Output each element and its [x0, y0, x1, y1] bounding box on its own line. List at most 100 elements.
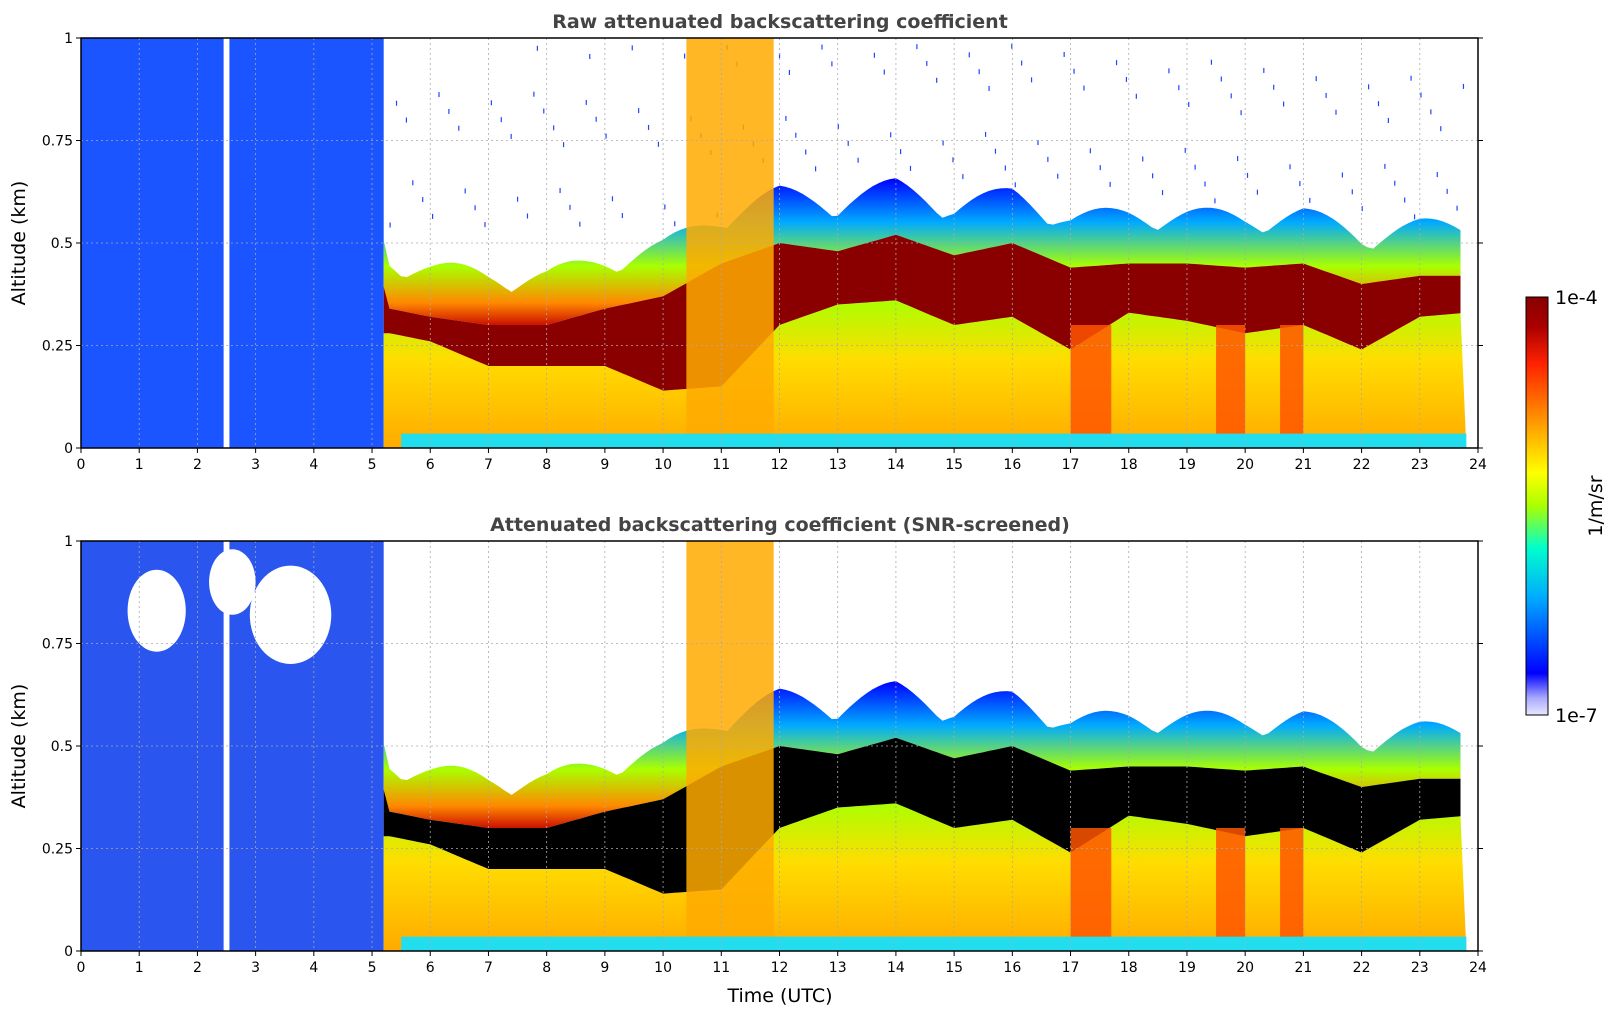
- raw-convective-plume: [1280, 325, 1304, 448]
- screened-x-tick-label: 9: [600, 960, 609, 976]
- raw-noise-speckle: [589, 53, 591, 59]
- raw-noise-speckle: [1184, 147, 1186, 153]
- raw-noise-speckle: [510, 133, 512, 139]
- raw-noise-speckle: [1361, 206, 1363, 212]
- raw-noise-speckle: [788, 69, 791, 75]
- raw-x-tick-label: 18: [1120, 457, 1138, 473]
- raw-convective-plume: [686, 38, 774, 448]
- raw-noise-speckle: [984, 131, 987, 137]
- raw-noise-speckle: [821, 44, 823, 50]
- raw-panel-title: Raw attenuated backscattering coefficien…: [552, 11, 1008, 33]
- screened-convective-plume: [686, 541, 774, 951]
- raw-noise-speckle: [1194, 164, 1196, 170]
- raw-y-axis-label: Altitude (km): [8, 181, 30, 306]
- raw-noise-speckle: [873, 52, 875, 58]
- raw-noise-speckle: [533, 91, 535, 97]
- raw-noise-speckle: [516, 196, 519, 202]
- screened-convective-plume: [1280, 828, 1304, 951]
- raw-noise-speckle: [1240, 110, 1242, 116]
- raw-noise-speckle: [857, 157, 859, 163]
- screened-x-tick-label: 1: [135, 960, 144, 976]
- screened-panel-title: Attenuated backscattering coefficient (S…: [490, 514, 1070, 536]
- raw-noise-speckle: [526, 213, 529, 219]
- raw-noise-speckle: [1047, 156, 1049, 162]
- colorbar-min-label: 1e-7: [1555, 705, 1598, 727]
- screened-noise-patch: [127, 569, 186, 652]
- raw-noise-speckle: [1004, 165, 1006, 171]
- raw-noise-speckle: [438, 92, 440, 98]
- raw-noise-speckle: [1178, 85, 1180, 91]
- raw-near-ground-strip: [401, 433, 1467, 448]
- raw-noise-speckle: [847, 140, 849, 146]
- raw-noise-speckle: [926, 60, 928, 66]
- raw-noise-speckle: [1436, 172, 1438, 178]
- raw-noise-speckle: [1099, 165, 1101, 171]
- raw-x-tick-label: 15: [945, 457, 963, 473]
- raw-y-tick-label: 0: [64, 441, 73, 457]
- screened-subcloud-layer: [383, 803, 1467, 951]
- raw-noise-speckle: [395, 100, 398, 106]
- raw-x-tick-label: 12: [771, 457, 789, 473]
- raw-noise-speckle: [1309, 197, 1311, 203]
- raw-noise-speckle: [1456, 205, 1458, 211]
- raw-noise-speckle: [952, 157, 954, 163]
- raw-noise-speckle: [431, 213, 434, 219]
- screened-y-axis-label: Altitude (km): [8, 684, 30, 809]
- raw-convective-plume: [1070, 325, 1112, 448]
- screened-x-tick-label: 10: [654, 960, 672, 976]
- raw-noise-speckle: [1377, 101, 1380, 107]
- screened-x-tick-label: 23: [1411, 960, 1429, 976]
- raw-noise-speckle: [664, 204, 666, 210]
- raw-noise-speckle: [1204, 181, 1206, 187]
- screened-x-tick-label: 2: [193, 960, 202, 976]
- raw-y-tick-label: 0.5: [51, 236, 73, 252]
- raw-subcloud-layer: [383, 300, 1467, 448]
- raw-noise-speckle: [536, 45, 538, 51]
- screened-x-tick-label: 14: [887, 960, 905, 976]
- raw-noise-speckle: [1256, 189, 1259, 195]
- raw-noise-speckle: [1289, 164, 1291, 170]
- raw-noise-speckle: [936, 77, 938, 83]
- raw-noise-speckle: [412, 180, 414, 186]
- raw-noise-speckle: [553, 125, 555, 131]
- raw-cloud-top-gradient: [383, 178, 1461, 325]
- screened-x-tick-label: 20: [1236, 960, 1254, 976]
- screened-x-tick-label: 18: [1120, 960, 1138, 976]
- screened-x-tick-label: 5: [368, 960, 377, 976]
- screened-x-tick-label: 22: [1353, 960, 1371, 976]
- raw-noise-speckle: [1089, 148, 1091, 154]
- raw-noise-speckle: [611, 196, 614, 202]
- screened-x-tick-label: 13: [829, 960, 847, 976]
- screened-convective-plume: [1216, 828, 1246, 951]
- raw-x-tick-label: 20: [1236, 457, 1254, 473]
- raw-noise-speckle: [621, 213, 623, 219]
- screened-panel: Attenuated backscattering coefficient (S…: [8, 514, 1487, 1007]
- raw-convective-plume: [1216, 325, 1246, 448]
- raw-noise-speckle: [559, 188, 561, 194]
- raw-x-tick-label: 13: [829, 457, 847, 473]
- raw-x-tick-label: 16: [1003, 457, 1021, 473]
- raw-noise-speckle: [1152, 173, 1154, 179]
- raw-noise-speckle: [909, 165, 912, 171]
- raw-noise-speckle: [968, 52, 970, 58]
- raw-noise-speckle: [490, 100, 492, 106]
- raw-noise-speckle: [883, 69, 885, 75]
- screened-x-tick-label: 15: [945, 960, 963, 976]
- raw-noise-speckle: [1057, 173, 1059, 179]
- raw-noise-speckle: [1384, 163, 1386, 169]
- raw-y-tick-label: 1: [64, 31, 73, 47]
- screened-data-gap: [1469, 541, 1478, 951]
- raw-noise-speckle: [585, 99, 587, 105]
- raw-x-tick-label: 3: [251, 457, 260, 473]
- screened-y-tick-label: 0.25: [42, 842, 73, 858]
- raw-noise-speckle: [1440, 126, 1442, 132]
- raw-noise-speckle: [1125, 76, 1128, 82]
- raw-noise-speckle: [1404, 197, 1406, 203]
- raw-noise-speckle: [1420, 92, 1422, 98]
- raw-noise-speckle: [815, 166, 817, 172]
- screened-x-tick-label: 17: [1062, 960, 1080, 976]
- screened-x-tick-label: 24: [1469, 960, 1487, 976]
- raw-noise-speckle: [1237, 156, 1239, 162]
- raw-x-tick-label: 2: [193, 457, 202, 473]
